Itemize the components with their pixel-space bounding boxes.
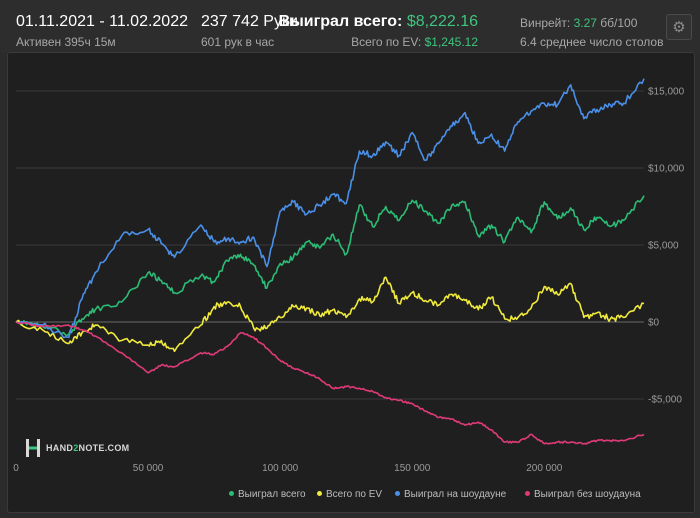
total-won: Выиграл всего: $8,222.16	[279, 13, 478, 31]
series-line-showdown	[15, 78, 645, 339]
winrate-unit: бб/100	[600, 16, 638, 30]
date-range[interactable]: 01.11.2021 - 11.02.2022	[16, 13, 188, 30]
y-axis-ticks: $15,000 $10,000 $5,000 $0 -$5,000	[648, 87, 685, 406]
summary-header: 01.11.2021 - 11.02.2022 Активен 395ч 15м…	[0, 0, 700, 52]
x-tick-label: 200 000	[526, 463, 563, 474]
legend-dot	[229, 490, 234, 496]
chart-legend: Выиграл всего Всего по EV Выиграл на шоу…	[0, 489, 700, 503]
legend-item-non-showdown[interactable]: Выиграл без шоудауна	[525, 489, 641, 500]
chart-panel	[7, 52, 695, 513]
total-won-label: Выиграл всего:	[278, 13, 403, 30]
series-line-non-showdown	[15, 321, 645, 445]
legend-item-showdown[interactable]: Выиграл на шоудауне	[395, 489, 506, 500]
y-tick-label: $0	[648, 318, 660, 329]
winrate: Винрейт: 3.27 бб/100	[520, 16, 637, 30]
legend-item-ev[interactable]: Всего по EV	[317, 489, 382, 500]
y-tick-label: $10,000	[648, 164, 685, 175]
total-won-value: $8,222.16	[406, 13, 478, 30]
total-ev-label: Всего по EV:	[351, 35, 422, 49]
hand2note-logo-icon	[26, 439, 40, 457]
total-ev-value: $1,245.12	[424, 35, 478, 49]
series-line-ev	[15, 276, 645, 353]
hand2note-logo: HAND2NOTE.COM	[26, 438, 129, 458]
x-axis-ticks: 0 50 000 100 000 150 000 200 000	[13, 463, 563, 474]
x-tick-label: 150 000	[394, 463, 431, 474]
legend-dot	[317, 490, 322, 496]
y-tick-label: -$5,000	[648, 395, 682, 406]
gear-icon: ⚙	[672, 19, 686, 36]
legend-item-won[interactable]: Выиграл всего	[229, 489, 306, 500]
hand2note-logo-text: HAND2NOTE.COM	[46, 443, 130, 453]
legend-dot	[395, 490, 400, 496]
series-line-won	[15, 195, 645, 337]
x-tick-label: 50 000	[133, 463, 164, 474]
avg-tables: 6.4 среднее число столов	[520, 35, 664, 49]
legend-dot	[525, 490, 530, 496]
x-tick-label: 0	[13, 463, 19, 474]
winrate-label: Винрейт:	[520, 16, 571, 30]
y-tick-label: $15,000	[648, 87, 685, 98]
x-tick-label: 100 000	[262, 463, 299, 474]
hands-count: 237 742 Руки	[201, 13, 298, 30]
hands-per-hour: 601 рук в час	[201, 35, 275, 49]
y-tick-label: $5,000	[648, 241, 679, 252]
winrate-value: 3.27	[573, 16, 597, 30]
grid-lines	[16, 90, 644, 400]
series-lines	[15, 78, 645, 445]
active-time: Активен 395ч 15м	[16, 35, 116, 49]
total-ev: Всего по EV: $1,245.12	[351, 35, 478, 49]
settings-button[interactable]: ⚙	[666, 14, 692, 40]
